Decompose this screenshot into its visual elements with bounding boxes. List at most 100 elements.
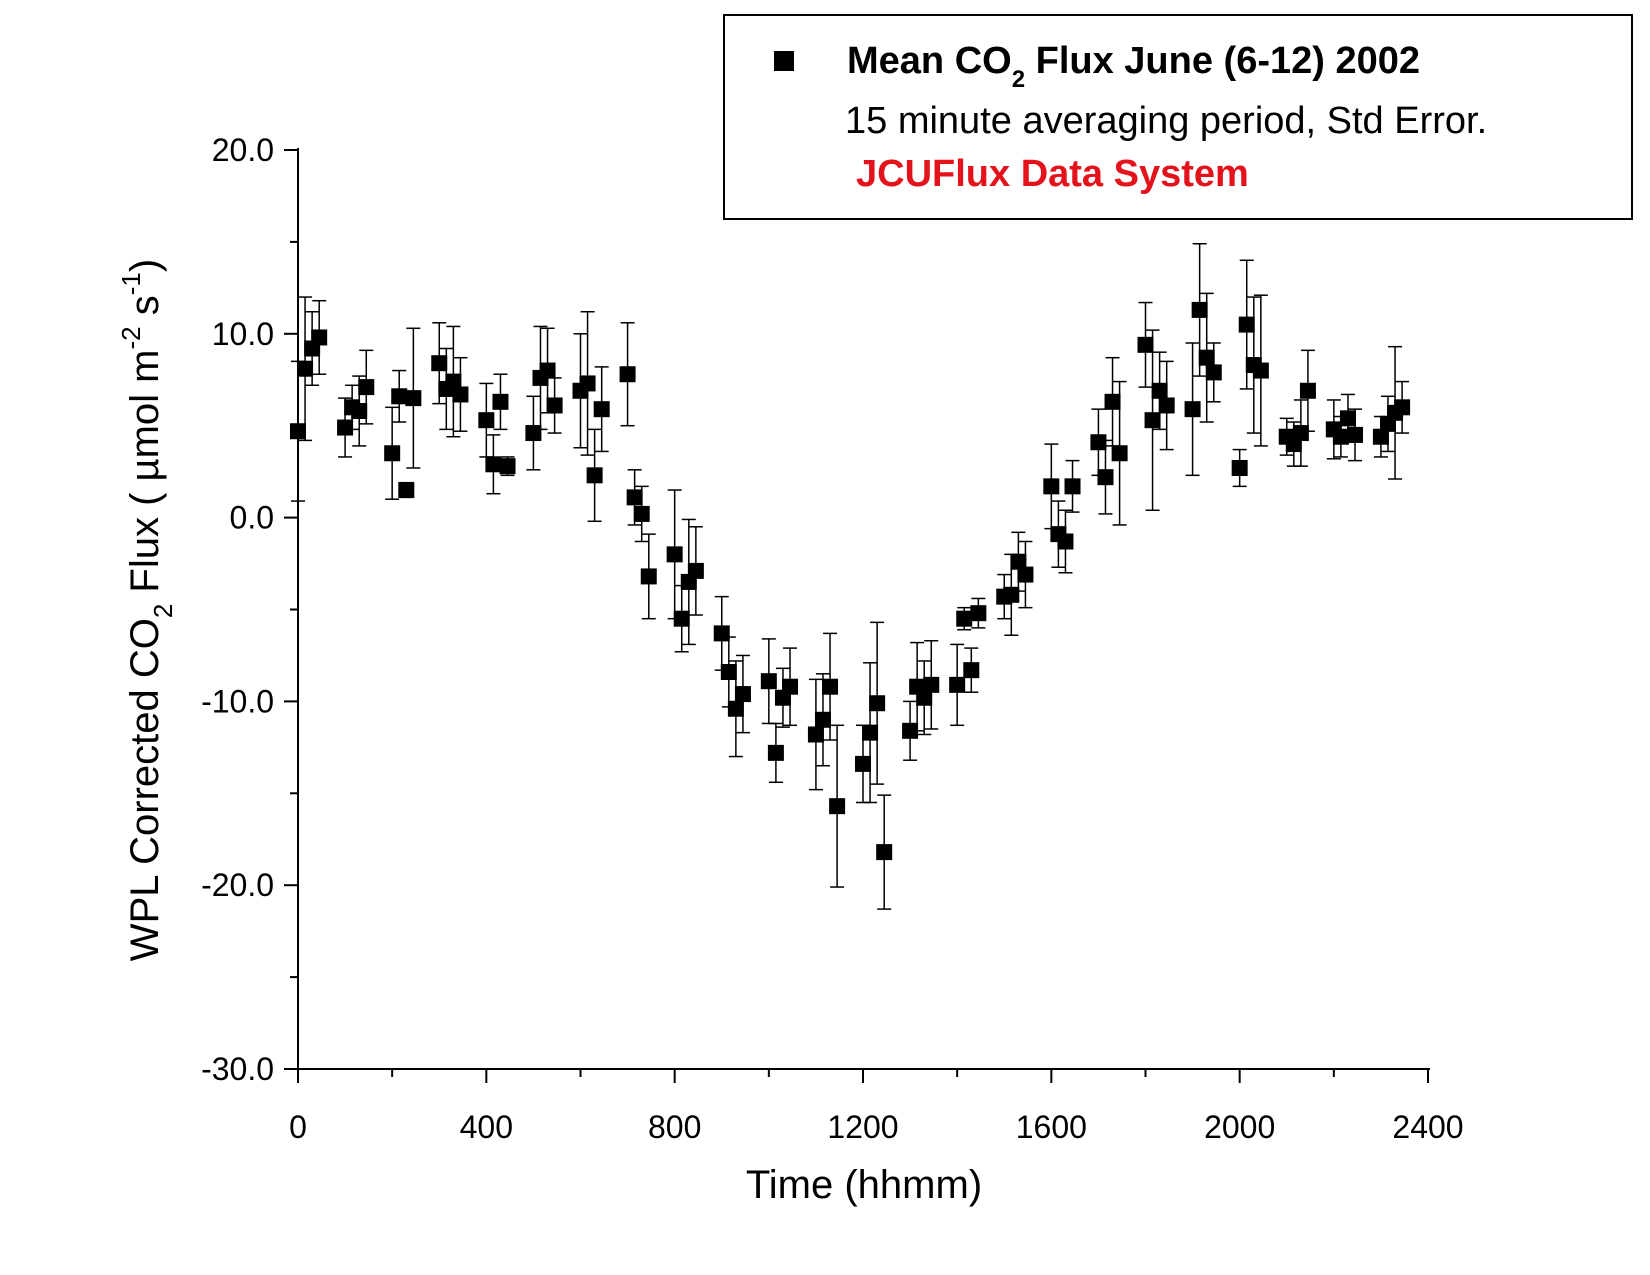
data-point — [1198, 349, 1215, 366]
x-axis-tick-labels: 0 400 800 1200 1600 2000 2400 — [289, 1109, 1463, 1145]
data-point — [713, 625, 730, 642]
data-point — [546, 397, 563, 414]
y-tick-label: -10.0 — [201, 683, 274, 719]
data-point — [727, 700, 744, 717]
data-point — [337, 419, 354, 436]
y-axis-label-part2: Flux ( — [123, 481, 167, 603]
data-point — [876, 844, 893, 861]
data-point — [492, 393, 509, 410]
data-point — [445, 373, 462, 390]
data-point — [760, 673, 777, 690]
data-point — [1010, 553, 1027, 570]
data-point — [902, 722, 919, 739]
y-tick-label: 20.0 — [212, 132, 274, 168]
data-point — [351, 402, 368, 419]
y-tick-label: 0.0 — [230, 500, 274, 536]
legend-series-label-pre: Mean CO — [847, 40, 1012, 82]
data-point — [1252, 362, 1269, 379]
data-point — [1057, 533, 1074, 550]
y-axis-label-part5: ) — [123, 259, 167, 272]
legend-series-label-sub: 2 — [1012, 66, 1025, 93]
data-point — [949, 676, 966, 693]
x-tick-label: 2400 — [1392, 1109, 1463, 1145]
data-point — [673, 610, 690, 627]
data-point — [311, 329, 328, 346]
x-tick-label: 1600 — [1016, 1109, 1087, 1145]
data-point — [956, 610, 973, 627]
data-point — [1205, 364, 1222, 381]
data-point — [1043, 478, 1060, 495]
data-point — [1158, 397, 1175, 414]
data-point — [1299, 382, 1316, 399]
data-point — [923, 676, 940, 693]
legend-line-3: JCUFlux Data System — [856, 153, 1249, 195]
data-point — [640, 568, 657, 585]
data-point — [1090, 434, 1107, 451]
data-point — [1137, 336, 1154, 353]
data-point — [1339, 410, 1356, 427]
x-tick-label: 1200 — [827, 1109, 898, 1145]
data-point — [593, 401, 610, 418]
plot-area — [290, 242, 1411, 910]
data-point — [829, 798, 846, 815]
data-point — [1144, 412, 1161, 429]
data-point — [1003, 586, 1020, 603]
data-point — [384, 445, 401, 462]
data-point — [1191, 301, 1208, 318]
y-tick-label: 10.0 — [212, 316, 274, 352]
data-point — [1104, 393, 1121, 410]
y-axis-label: WPL Corrected CO2 Flux ( µmol m-2 s-1) — [116, 259, 178, 961]
data-point — [869, 695, 886, 712]
x-tick-label: 2000 — [1204, 1109, 1275, 1145]
data-point — [720, 663, 737, 680]
data-point — [666, 546, 683, 563]
y-axis-label-sup2: -1 — [116, 272, 146, 295]
legend: Mean CO2 Flux June (6-12) 2002 15 minute… — [723, 14, 1633, 220]
y-axis-ticks — [284, 149, 298, 1070]
data-point — [391, 388, 408, 405]
data-point — [297, 360, 314, 377]
data-point — [814, 711, 831, 728]
data-point — [405, 390, 422, 407]
x-axis-ticks — [297, 1069, 1429, 1083]
data-point — [1372, 428, 1389, 445]
legend-series-label-post: Flux June (6-12) 2002 — [1025, 40, 1420, 82]
data-point — [963, 662, 980, 679]
data-point — [1292, 425, 1309, 442]
data-point — [398, 482, 415, 499]
data-point — [807, 726, 824, 743]
data-point — [619, 366, 636, 383]
data-point — [1064, 478, 1081, 495]
y-axis-label-sub: 2 — [148, 604, 178, 618]
y-axis-tick-labels: 20.0 10.0 0.0 -10.0 -20.0 -30.0 — [201, 132, 274, 1087]
x-axis-label: Time (hhmm) — [746, 1163, 982, 1207]
data-point — [1347, 426, 1364, 443]
x-tick-label: 0 — [289, 1109, 307, 1145]
data-point — [633, 505, 650, 522]
data-point — [916, 689, 933, 706]
data-point — [539, 362, 556, 379]
legend-series-label: Mean CO2 Flux June (6-12) 2002 — [847, 40, 1420, 93]
y-axis-label-part1: WPL Corrected CO — [123, 618, 167, 961]
data-point — [290, 423, 306, 440]
data-point — [862, 724, 879, 741]
data-point — [734, 686, 751, 703]
data-point — [1231, 459, 1248, 476]
data-point — [1184, 401, 1201, 418]
data-point — [782, 678, 799, 695]
y-axis-label-sup1: -2 — [116, 326, 146, 349]
data-point — [586, 467, 603, 484]
y-tick-label: -30.0 — [201, 1051, 274, 1087]
data-point — [499, 458, 516, 475]
data-point — [1111, 445, 1128, 462]
y-axis-label-part4: s — [123, 295, 167, 326]
data-point — [767, 744, 784, 761]
data-point — [687, 562, 704, 579]
legend-line-2: 15 minute averaging period, Std Error. — [845, 100, 1487, 142]
data-point — [485, 456, 502, 473]
legend-marker — [774, 51, 794, 71]
data-point — [1394, 399, 1411, 416]
y-axis-label-mu: µ — [123, 458, 167, 481]
data-point — [822, 678, 839, 695]
